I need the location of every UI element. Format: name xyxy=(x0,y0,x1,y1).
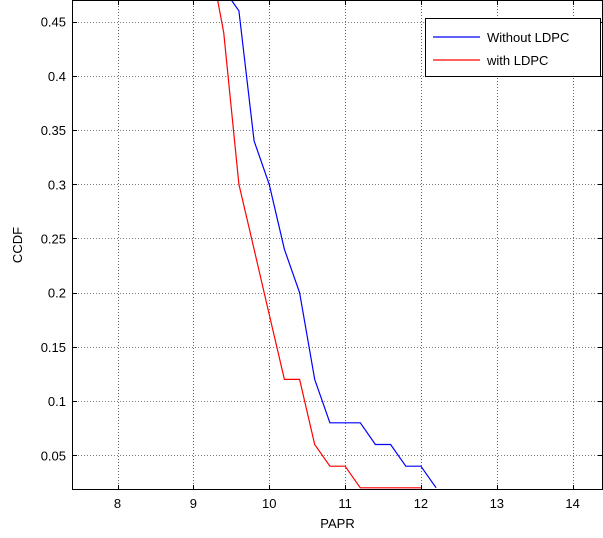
y-tick-label: 0.45 xyxy=(41,15,66,30)
series-line-without-ldpc xyxy=(230,0,437,489)
x-tick-label: 8 xyxy=(114,496,121,511)
legend-label: with LDPC xyxy=(486,53,548,68)
series-layer xyxy=(217,0,437,489)
x-tick-label: 10 xyxy=(262,496,276,511)
y-tick-label: 0.2 xyxy=(48,286,66,301)
x-tick-label: 13 xyxy=(490,496,504,511)
legend-box xyxy=(425,18,601,77)
series-line-with-ldpc xyxy=(217,0,421,489)
y-axis-label: CCDF xyxy=(10,227,25,263)
y-tick-label: 0.25 xyxy=(41,231,66,246)
plot-area xyxy=(72,0,603,490)
x-axis-label: PAPR xyxy=(320,516,354,531)
y-tick-label: 0.1 xyxy=(48,394,66,409)
x-tick-label: 11 xyxy=(338,496,352,511)
y-tick-label: 0.15 xyxy=(41,340,66,355)
x-tick-label: 12 xyxy=(414,496,428,511)
y-tick-label: 0.4 xyxy=(48,69,66,84)
legend: Without LDPC with LDPC xyxy=(425,18,601,77)
y-tick-label: 0.3 xyxy=(48,177,66,192)
y-tick-label: 0.05 xyxy=(41,448,66,463)
axis-ticks: 8 9 10 11 12 13 14 0.05 0.1 0.15 0.2 0.25 0.3 0.35 0.4… xyxy=(41,0,603,511)
legend-label: Without LDPC xyxy=(487,30,569,45)
y-tick-label: 0.35 xyxy=(41,123,66,138)
x-tick-label: 9 xyxy=(190,496,197,511)
x-tick-label: 14 xyxy=(565,496,579,511)
grid-lines xyxy=(72,0,603,490)
